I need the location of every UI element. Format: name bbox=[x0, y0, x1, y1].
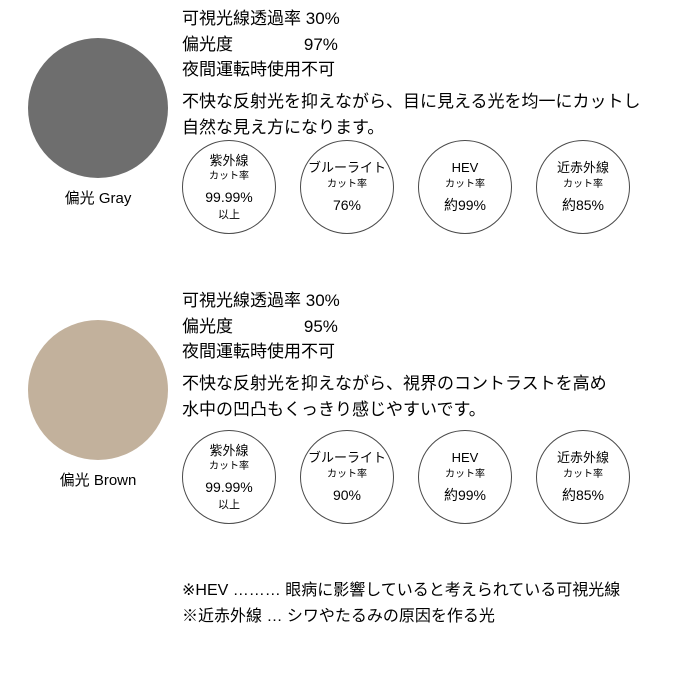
badge-name: HEV bbox=[452, 158, 479, 178]
swatch-label: 偏光 Gray bbox=[28, 188, 168, 211]
swatch-label: 偏光 Brown bbox=[28, 470, 168, 493]
badge-value: 約99% bbox=[444, 485, 486, 506]
spec-transmittance: 可視光線透過率 30% bbox=[182, 6, 662, 32]
badge-uv: 紫外線 カット率 99.99% 以上 bbox=[182, 140, 276, 234]
spec-transmittance: 可視光線透過率 30% bbox=[182, 288, 662, 314]
desc-line: 不快な反射光を抑えながら、目に見える光を均一にカットし bbox=[182, 89, 662, 115]
badge-uv: 紫外線 カット率 99.99% 以上 bbox=[182, 430, 276, 524]
badges-row: 紫外線 カット率 99.99% 以上 ブルーライト カット率 76% HEV カ… bbox=[182, 140, 662, 234]
spec-text-block: 可視光線透過率 30% 偏光度 95% 夜間運転時使用不可 不快な反射光を抑えな… bbox=[182, 288, 662, 423]
badge-name: ブルーライト bbox=[308, 158, 386, 178]
color-swatch-brown bbox=[28, 320, 168, 460]
badge-value: 99.99% bbox=[205, 187, 252, 208]
badge-hev: HEV カット率 約99% bbox=[418, 430, 512, 524]
footnote-hev: ※HEV ……… 眼病に影響していると考えられている可視光線 bbox=[182, 578, 662, 604]
badge-name: 紫外線 bbox=[209, 151, 248, 171]
spec-label: 偏光度 bbox=[182, 35, 233, 54]
spec-value: 30% bbox=[306, 9, 340, 28]
badge-sublabel: カット率 bbox=[327, 177, 367, 192]
swatch-block: 偏光 Gray bbox=[28, 38, 168, 211]
desc-line: 不快な反射光を抑えながら、視界のコントラストを高め bbox=[182, 371, 662, 397]
badge-value: 約85% bbox=[562, 485, 604, 506]
spec-polarization: 偏光度 97% bbox=[182, 32, 662, 58]
product-description: 不快な反射光を抑えながら、視界のコントラストを高め 水中の凹凸もくっきり感じやす… bbox=[182, 371, 662, 424]
spec-text-block: 可視光線透過率 30% 偏光度 97% 夜間運転時使用不可 不快な反射光を抑えな… bbox=[182, 6, 662, 141]
badge-sublabel: カット率 bbox=[209, 459, 249, 474]
spec-value: 95% bbox=[304, 317, 338, 336]
badges-row: 紫外線 カット率 99.99% 以上 ブルーライト カット率 90% HEV カ… bbox=[182, 430, 662, 524]
badge-suffix: 以上 bbox=[218, 497, 240, 514]
spec-label: 可視光線透過率 bbox=[182, 291, 301, 310]
desc-line: 水中の凹凸もくっきり感じやすいです。 bbox=[182, 397, 662, 423]
badge-bluelight: ブルーライト カット率 76% bbox=[300, 140, 394, 234]
desc-line: 自然な見え方になります。 bbox=[182, 115, 662, 141]
badge-value: 99.99% bbox=[205, 477, 252, 498]
badge-value: 約99% bbox=[444, 195, 486, 216]
spec-polarization: 偏光度 95% bbox=[182, 314, 662, 340]
badge-nir: 近赤外線 カット率 約85% bbox=[536, 430, 630, 524]
badge-sublabel: カット率 bbox=[445, 177, 485, 192]
spec-value: 97% bbox=[304, 35, 338, 54]
badge-value: 90% bbox=[333, 485, 361, 506]
badge-bluelight: ブルーライト カット率 90% bbox=[300, 430, 394, 524]
badge-name: 近赤外線 bbox=[557, 448, 609, 468]
badge-sublabel: カット率 bbox=[209, 169, 249, 184]
badge-value: 76% bbox=[333, 195, 361, 216]
footnotes: ※HEV ……… 眼病に影響していると考えられている可視光線 ※近赤外線 … シ… bbox=[182, 578, 662, 629]
badge-sublabel: カット率 bbox=[563, 177, 603, 192]
badge-sublabel: カット率 bbox=[445, 467, 485, 482]
night-driving-notice: 夜間運転時使用不可 bbox=[182, 339, 662, 365]
badge-name: 紫外線 bbox=[209, 441, 248, 461]
badge-sublabel: カット率 bbox=[327, 467, 367, 482]
spec-label: 可視光線透過率 bbox=[182, 9, 301, 28]
badge-hev: HEV カット率 約99% bbox=[418, 140, 512, 234]
product-description: 不快な反射光を抑えながら、目に見える光を均一にカットし 自然な見え方になります。 bbox=[182, 89, 662, 142]
spec-value: 30% bbox=[306, 291, 340, 310]
badge-value: 約85% bbox=[562, 195, 604, 216]
spec-label: 偏光度 bbox=[182, 317, 233, 336]
badge-name: ブルーライト bbox=[308, 448, 386, 468]
badge-name: 近赤外線 bbox=[557, 158, 609, 178]
swatch-block: 偏光 Brown bbox=[28, 320, 168, 493]
badge-nir: 近赤外線 カット率 約85% bbox=[536, 140, 630, 234]
badge-name: HEV bbox=[452, 448, 479, 468]
footnote-nir: ※近赤外線 … シワやたるみの原因を作る光 bbox=[182, 604, 662, 630]
badge-sublabel: カット率 bbox=[563, 467, 603, 482]
color-swatch-gray bbox=[28, 38, 168, 178]
badge-suffix: 以上 bbox=[218, 207, 240, 224]
night-driving-notice: 夜間運転時使用不可 bbox=[182, 57, 662, 83]
